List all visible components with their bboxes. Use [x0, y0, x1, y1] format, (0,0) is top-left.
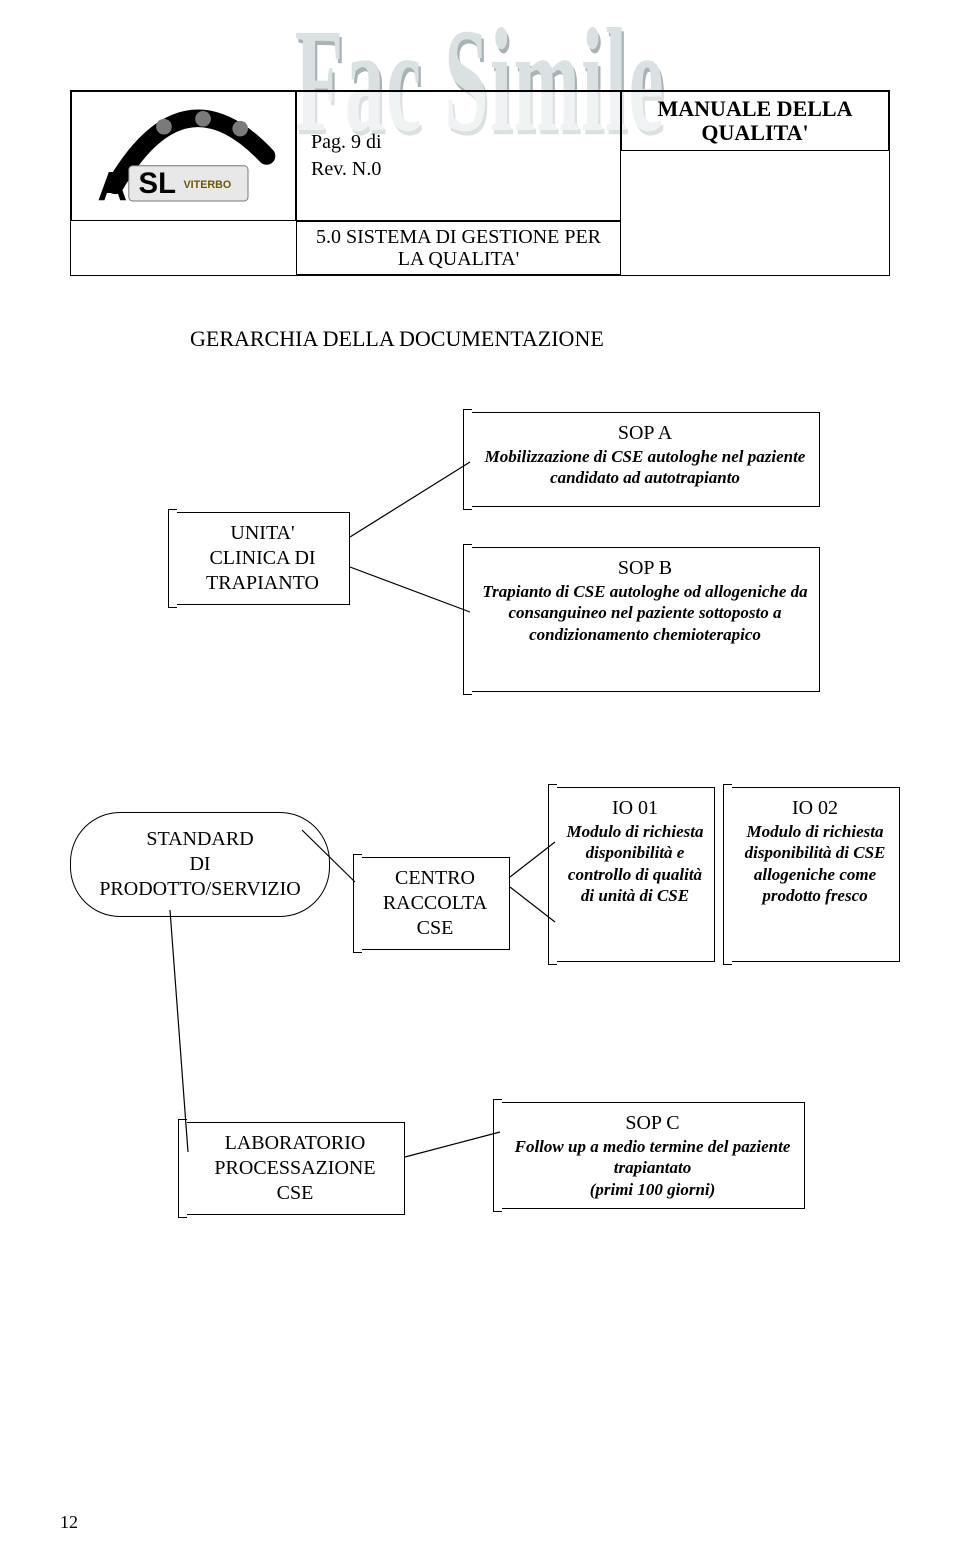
node-sop-c-body: Follow up a medio termine del paziente t… [511, 1136, 794, 1179]
node-sop-c-head: SOP C [511, 1111, 794, 1136]
node-lab-l3: CSE [196, 1181, 394, 1206]
header-logo-cell: A SL VITERBO [71, 91, 296, 221]
node-io02-body: Modulo di richiesta disponibilità di CSE… [741, 821, 889, 906]
section-heading: GERARCHIA DELLA DOCUMENTAZIONE [70, 326, 890, 352]
node-io01-head: IO 01 [566, 796, 704, 821]
node-sop-b-head: SOP B [481, 556, 809, 581]
node-io01-body: Modulo di richiesta disponibilità e cont… [566, 821, 704, 906]
svg-text:SL: SL [139, 167, 176, 200]
page-number: 12 [60, 1512, 78, 1533]
node-centro-l2: RACCOLTA [371, 891, 499, 916]
node-centro-l3: CSE [371, 916, 499, 941]
header-title-l2: QUALITA' [658, 121, 853, 145]
node-unit-l2: CLINICA DI [186, 546, 339, 571]
node-standard-l3: PRODOTTO/SERVIZIO [91, 877, 309, 902]
node-sop-b-body: Trapianto di CSE autologhe od allogenich… [481, 581, 809, 645]
node-centro-l1: CENTRO [371, 866, 499, 891]
node-io02-head: IO 02 [741, 796, 889, 821]
node-centro: CENTRO RACCOLTA CSE [360, 857, 510, 950]
header-sub-l1: 5.0 SISTEMA DI GESTIONE PER [316, 226, 601, 248]
header-table: A SL VITERBO MANUALE DELLA QUALITA' Pag.… [70, 90, 890, 276]
header-title-l1: MANUALE DELLA [658, 97, 853, 121]
node-io02: IO 02 Modulo di richiesta disponibilità … [730, 787, 900, 962]
node-sop-c: SOP C Follow up a medio termine del pazi… [500, 1102, 805, 1209]
node-standard: STANDARD DI PRODOTTO/SERVIZIO [70, 812, 330, 917]
node-lab-l1: LABORATORIO [196, 1131, 394, 1156]
svg-text:A: A [98, 163, 128, 209]
header-rev: Rev. N.0 [311, 156, 382, 183]
node-standard-l2: DI [91, 852, 309, 877]
node-unit-l1: UNITA' [186, 521, 339, 546]
node-unit-l3: TRAPIANTO [186, 571, 339, 596]
node-lab-l2: PROCESSAZIONE [196, 1156, 394, 1181]
node-lab: LABORATORIO PROCESSAZIONE CSE [185, 1122, 405, 1215]
diagram-area: UNITA' CLINICA DI TRAPIANTO SOP A Mobili… [70, 382, 890, 1442]
header-subtitle: 5.0 SISTEMA DI GESTIONE PER LA QUALITA' [296, 221, 621, 275]
node-io01: IO 01 Modulo di richiesta disponibilità … [555, 787, 715, 962]
page: Fac Simile A SL VITERBO MANUALE DELLA [0, 0, 960, 1553]
header-sub-l2: LA QUALITA' [316, 248, 601, 270]
node-sop-a-body: Mobilizzazione di CSE autologhe nel pazi… [481, 446, 809, 489]
node-sop-c-body2: (primi 100 giorni) [511, 1179, 794, 1200]
svg-text:VITERBO: VITERBO [184, 179, 232, 191]
header-page: Pag. 9 di [311, 129, 382, 156]
asl-logo: A SL VITERBO [76, 96, 291, 216]
header-title: MANUALE DELLA QUALITA' [621, 91, 889, 151]
node-sop-b: SOP B Trapianto di CSE autologhe od allo… [470, 547, 820, 692]
node-standard-l1: STANDARD [91, 827, 309, 852]
node-sop-a-head: SOP A [481, 421, 809, 446]
header-right: Pag. 9 di Rev. N.0 [296, 91, 621, 221]
node-sop-a: SOP A Mobilizzazione di CSE autologhe ne… [470, 412, 820, 507]
node-unit: UNITA' CLINICA DI TRAPIANTO [175, 512, 350, 605]
